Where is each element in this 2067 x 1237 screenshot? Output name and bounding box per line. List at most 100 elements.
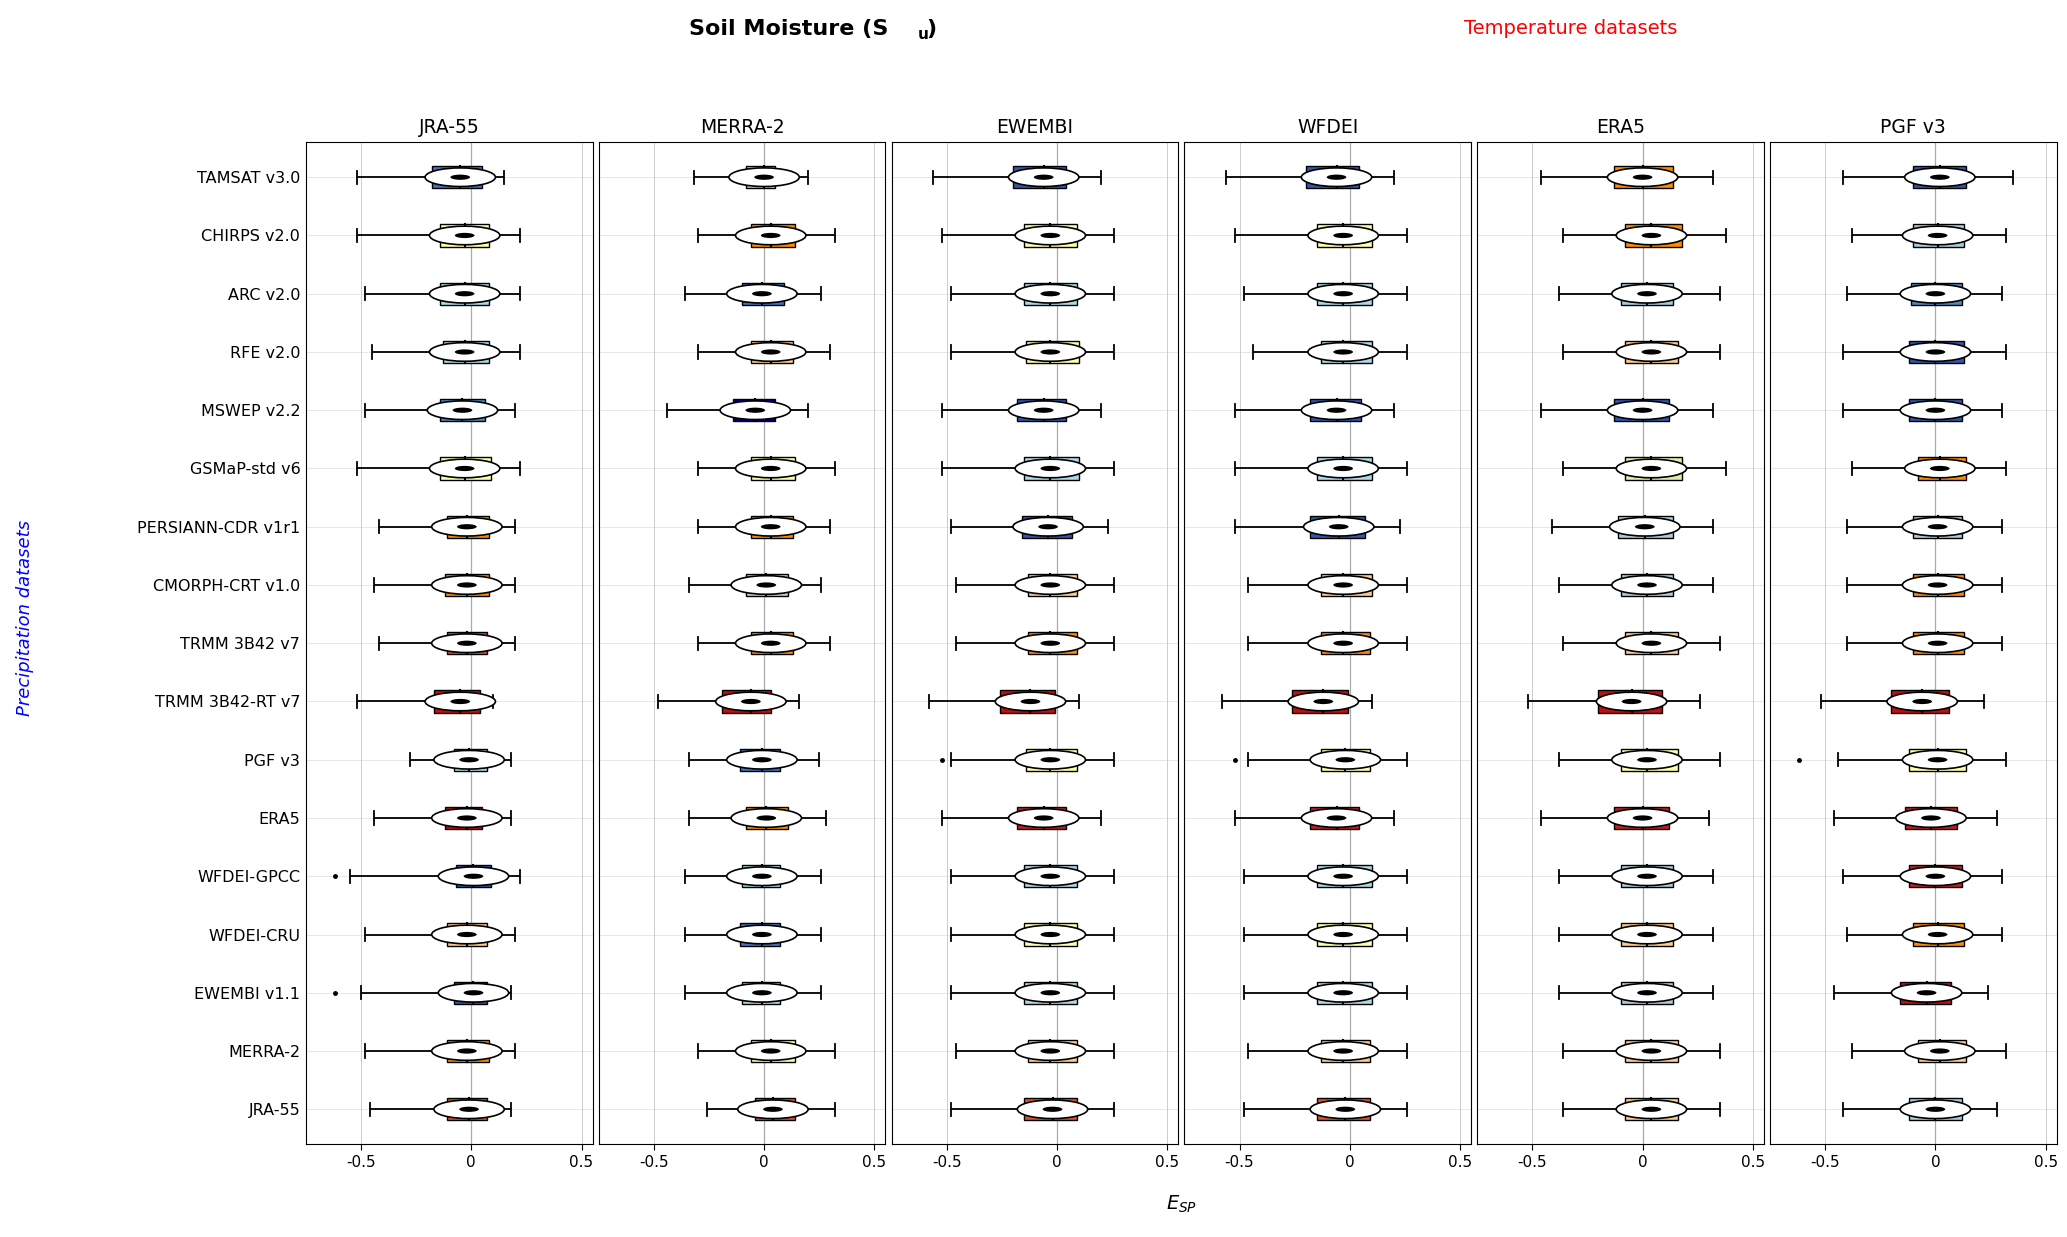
Bar xyxy=(1910,400,1962,422)
Bar xyxy=(1900,982,1951,1004)
Bar xyxy=(1317,982,1372,1004)
Bar xyxy=(1000,690,1054,713)
Circle shape xyxy=(1900,1100,1970,1118)
Circle shape xyxy=(1302,809,1372,828)
Title: JRA-55: JRA-55 xyxy=(420,118,480,136)
Circle shape xyxy=(728,983,798,1002)
Title: PGF v3: PGF v3 xyxy=(1881,118,1947,136)
Circle shape xyxy=(728,285,798,303)
Bar xyxy=(1017,400,1067,422)
Circle shape xyxy=(1015,925,1085,944)
Circle shape xyxy=(732,575,802,594)
Circle shape xyxy=(1633,815,1652,820)
Circle shape xyxy=(1641,1107,1662,1112)
Bar xyxy=(440,282,490,304)
Bar xyxy=(1910,865,1962,887)
Circle shape xyxy=(728,925,798,944)
Circle shape xyxy=(761,466,781,471)
Circle shape xyxy=(1329,524,1348,529)
Circle shape xyxy=(438,983,508,1002)
Circle shape xyxy=(1015,633,1085,653)
Circle shape xyxy=(1015,983,1085,1002)
Bar xyxy=(1621,748,1678,771)
Bar xyxy=(1027,574,1077,596)
Bar xyxy=(440,400,484,422)
Bar xyxy=(444,574,490,596)
Text: u: u xyxy=(918,27,928,42)
Circle shape xyxy=(432,575,502,594)
Circle shape xyxy=(1308,575,1379,594)
Bar xyxy=(1013,166,1067,188)
Circle shape xyxy=(1641,466,1662,471)
Circle shape xyxy=(1308,867,1379,886)
Circle shape xyxy=(1015,751,1085,769)
Circle shape xyxy=(438,867,508,886)
Circle shape xyxy=(457,931,477,938)
Bar xyxy=(746,574,788,596)
Circle shape xyxy=(428,401,498,419)
Circle shape xyxy=(1040,641,1060,646)
Circle shape xyxy=(1929,583,1947,588)
Circle shape xyxy=(1637,291,1658,297)
Circle shape xyxy=(1902,517,1972,536)
Bar xyxy=(446,1098,486,1121)
Circle shape xyxy=(451,174,469,179)
Bar xyxy=(446,632,486,654)
Bar xyxy=(750,458,796,480)
Circle shape xyxy=(1327,815,1346,820)
Circle shape xyxy=(432,1042,502,1060)
Circle shape xyxy=(1308,925,1379,944)
Text: Temperature datasets: Temperature datasets xyxy=(1463,19,1678,37)
Circle shape xyxy=(1635,524,1656,529)
Bar xyxy=(1321,748,1370,771)
Circle shape xyxy=(457,1049,477,1054)
Circle shape xyxy=(1040,291,1060,297)
Circle shape xyxy=(1926,873,1945,878)
Circle shape xyxy=(1333,873,1354,878)
Bar xyxy=(1625,632,1678,654)
Circle shape xyxy=(1641,1049,1662,1054)
Bar xyxy=(446,924,486,945)
Bar xyxy=(1625,1098,1678,1121)
Circle shape xyxy=(430,459,500,477)
Bar xyxy=(1321,341,1372,362)
Bar xyxy=(1598,690,1662,713)
Bar xyxy=(1625,1040,1678,1063)
Circle shape xyxy=(1616,1042,1687,1060)
Circle shape xyxy=(1926,1107,1945,1112)
Bar xyxy=(453,748,486,771)
Circle shape xyxy=(1042,1107,1062,1112)
Circle shape xyxy=(1616,343,1687,361)
Circle shape xyxy=(1612,575,1683,594)
Circle shape xyxy=(1900,285,1970,303)
Text: ): ) xyxy=(926,19,936,38)
Circle shape xyxy=(1616,633,1687,653)
Circle shape xyxy=(1904,1042,1974,1060)
Circle shape xyxy=(1895,809,1966,828)
Circle shape xyxy=(1929,641,1947,646)
Circle shape xyxy=(1926,408,1945,413)
Bar xyxy=(754,1098,796,1121)
Circle shape xyxy=(1040,466,1060,471)
Circle shape xyxy=(740,699,761,704)
Circle shape xyxy=(1040,233,1060,238)
Circle shape xyxy=(457,815,477,820)
Circle shape xyxy=(752,990,771,996)
Bar xyxy=(446,1040,490,1063)
Circle shape xyxy=(763,1107,783,1112)
Circle shape xyxy=(1916,990,1937,996)
Circle shape xyxy=(432,809,502,828)
Circle shape xyxy=(1637,990,1658,996)
Circle shape xyxy=(1040,931,1060,938)
Circle shape xyxy=(434,751,504,769)
Bar xyxy=(1306,166,1358,188)
Circle shape xyxy=(1333,233,1354,238)
Circle shape xyxy=(761,233,781,238)
Circle shape xyxy=(1333,1049,1354,1054)
Circle shape xyxy=(459,757,480,762)
Bar xyxy=(1621,574,1674,596)
Circle shape xyxy=(1608,401,1678,419)
Circle shape xyxy=(1009,168,1079,187)
Bar xyxy=(446,516,490,538)
Circle shape xyxy=(1021,699,1040,704)
